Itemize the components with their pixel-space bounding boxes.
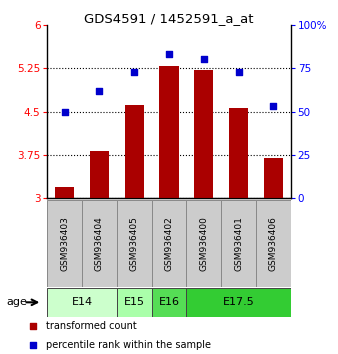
Text: E17.5: E17.5 [223, 297, 255, 307]
Text: percentile rank within the sample: percentile rank within the sample [46, 340, 211, 350]
Bar [256, 200, 291, 287]
Text: GSM936402: GSM936402 [165, 216, 173, 271]
Point [271, 103, 276, 109]
Text: GDS4591 / 1452591_a_at: GDS4591 / 1452591_a_at [84, 12, 254, 25]
Point [166, 51, 172, 57]
Text: GSM936401: GSM936401 [234, 216, 243, 271]
Text: GSM936400: GSM936400 [199, 216, 208, 271]
Text: E15: E15 [124, 297, 145, 307]
Bar [90, 151, 109, 198]
Bar [194, 70, 213, 198]
Text: E14: E14 [72, 297, 93, 307]
Bar [264, 158, 283, 198]
Point [97, 88, 102, 93]
Bar [186, 200, 221, 287]
Text: transformed count: transformed count [46, 321, 137, 331]
Bar [117, 200, 152, 287]
Bar [152, 288, 186, 317]
Point [236, 69, 241, 74]
Point [131, 69, 137, 74]
Bar [55, 187, 74, 198]
Bar [152, 200, 186, 287]
Bar [160, 67, 178, 198]
Bar [47, 200, 82, 287]
Bar [221, 200, 256, 287]
Text: E16: E16 [159, 297, 179, 307]
Text: age: age [7, 297, 28, 307]
Bar [186, 288, 291, 317]
Text: GSM936405: GSM936405 [130, 216, 139, 271]
Point [62, 109, 67, 114]
Point [30, 342, 35, 348]
Text: GSM936404: GSM936404 [95, 216, 104, 271]
Text: GSM936403: GSM936403 [60, 216, 69, 271]
Point [30, 323, 35, 329]
Bar [125, 104, 144, 198]
Bar [117, 288, 152, 317]
Bar [82, 200, 117, 287]
Point [201, 57, 207, 62]
Bar [47, 288, 117, 317]
Text: GSM936406: GSM936406 [269, 216, 278, 271]
Bar [229, 108, 248, 198]
